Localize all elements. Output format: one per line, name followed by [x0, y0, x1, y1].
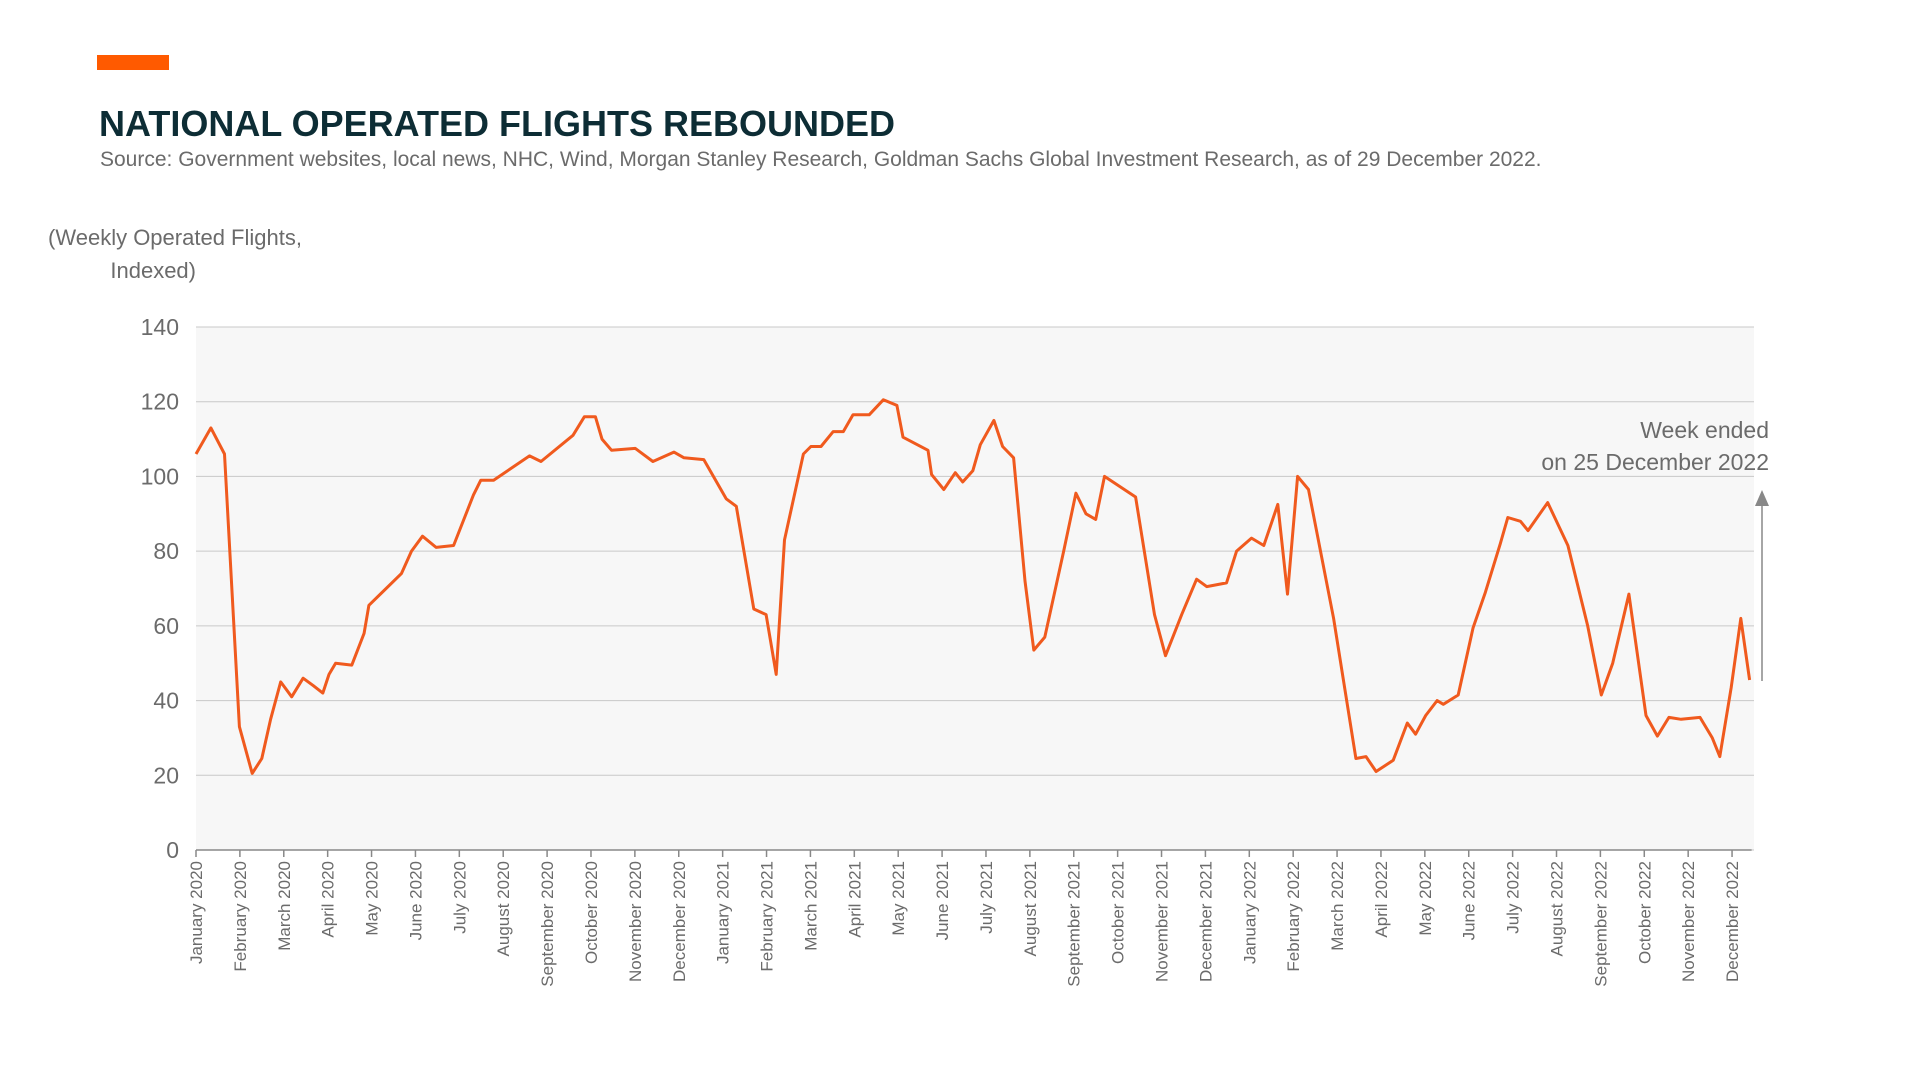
x-tick-label: March 2020 [275, 861, 294, 951]
x-tick-label: June 2022 [1460, 861, 1479, 940]
x-tick-label: November 2022 [1679, 861, 1698, 982]
accent-bar [97, 55, 169, 70]
x-tick-label: January 2022 [1240, 861, 1259, 964]
annotation: Week ended [1640, 417, 1769, 443]
y-tick-label: 20 [153, 762, 179, 788]
annotation: on 25 December 2022 [1541, 449, 1769, 475]
y-tick-label: 120 [141, 389, 179, 415]
x-tick-label: September 2020 [538, 861, 557, 987]
annotation-arrowhead [1755, 490, 1769, 506]
x-tick-label: February 2022 [1284, 861, 1303, 972]
data-line [194, 398, 1752, 775]
x-tick-label: November 2020 [626, 861, 645, 982]
x-tick-label: December 2021 [1196, 861, 1215, 982]
x-tick-label: June 2020 [406, 861, 425, 940]
x-tick-label: March 2022 [1328, 861, 1347, 951]
x-tick-label: September 2022 [1591, 861, 1610, 987]
chart-title: NATIONAL OPERATED FLIGHTS REBOUNDED [99, 103, 895, 144]
x-tick-label: February 2020 [231, 861, 250, 972]
x-tick-label: April 2020 [319, 861, 338, 938]
x-tick-label: August 2021 [1021, 861, 1040, 956]
x-tick-label: May 2022 [1416, 861, 1435, 936]
x-tick-label: August 2020 [494, 861, 513, 956]
x-tick-label: March 2021 [801, 861, 820, 951]
y-tick-label: 100 [141, 463, 179, 489]
x-tick-label: April 2021 [845, 861, 864, 938]
x-tick-label: July 2022 [1504, 861, 1523, 934]
x-tick-label: April 2022 [1372, 861, 1391, 938]
x-tick-label: May 2021 [889, 861, 908, 936]
x-tick-label: December 2022 [1723, 861, 1742, 982]
x-tick-label: December 2020 [670, 861, 689, 982]
x-tick-label: October 2020 [582, 861, 601, 964]
y-tick-label: 40 [153, 688, 179, 714]
x-tick-label: November 2021 [1153, 861, 1172, 982]
x-tick-label: July 2020 [450, 861, 469, 934]
plot-background [196, 327, 1754, 850]
y-axis-label: Indexed) [110, 258, 196, 283]
x-tick-label: September 2021 [1065, 861, 1084, 987]
y-tick-label: 140 [141, 314, 179, 340]
x-tick-label: January 2021 [714, 861, 733, 964]
chart-subtitle: Source: Government websites, local news,… [100, 148, 1542, 171]
x-tick-label: October 2022 [1635, 861, 1654, 964]
y-tick-label: 80 [153, 538, 179, 564]
x-tick-label: May 2020 [363, 861, 382, 936]
x-tick-label: February 2021 [758, 861, 777, 972]
y-tick-label: 60 [153, 613, 179, 639]
x-tick-label: January 2020 [187, 861, 206, 964]
x-tick-label: June 2021 [933, 861, 952, 940]
y-tick-label: 0 [166, 837, 179, 863]
x-tick-label: August 2022 [1548, 861, 1567, 956]
x-tick-label: July 2021 [977, 861, 996, 934]
x-tick-label: October 2021 [1109, 861, 1128, 964]
y-axis-label: (Weekly Operated Flights, [48, 225, 302, 250]
